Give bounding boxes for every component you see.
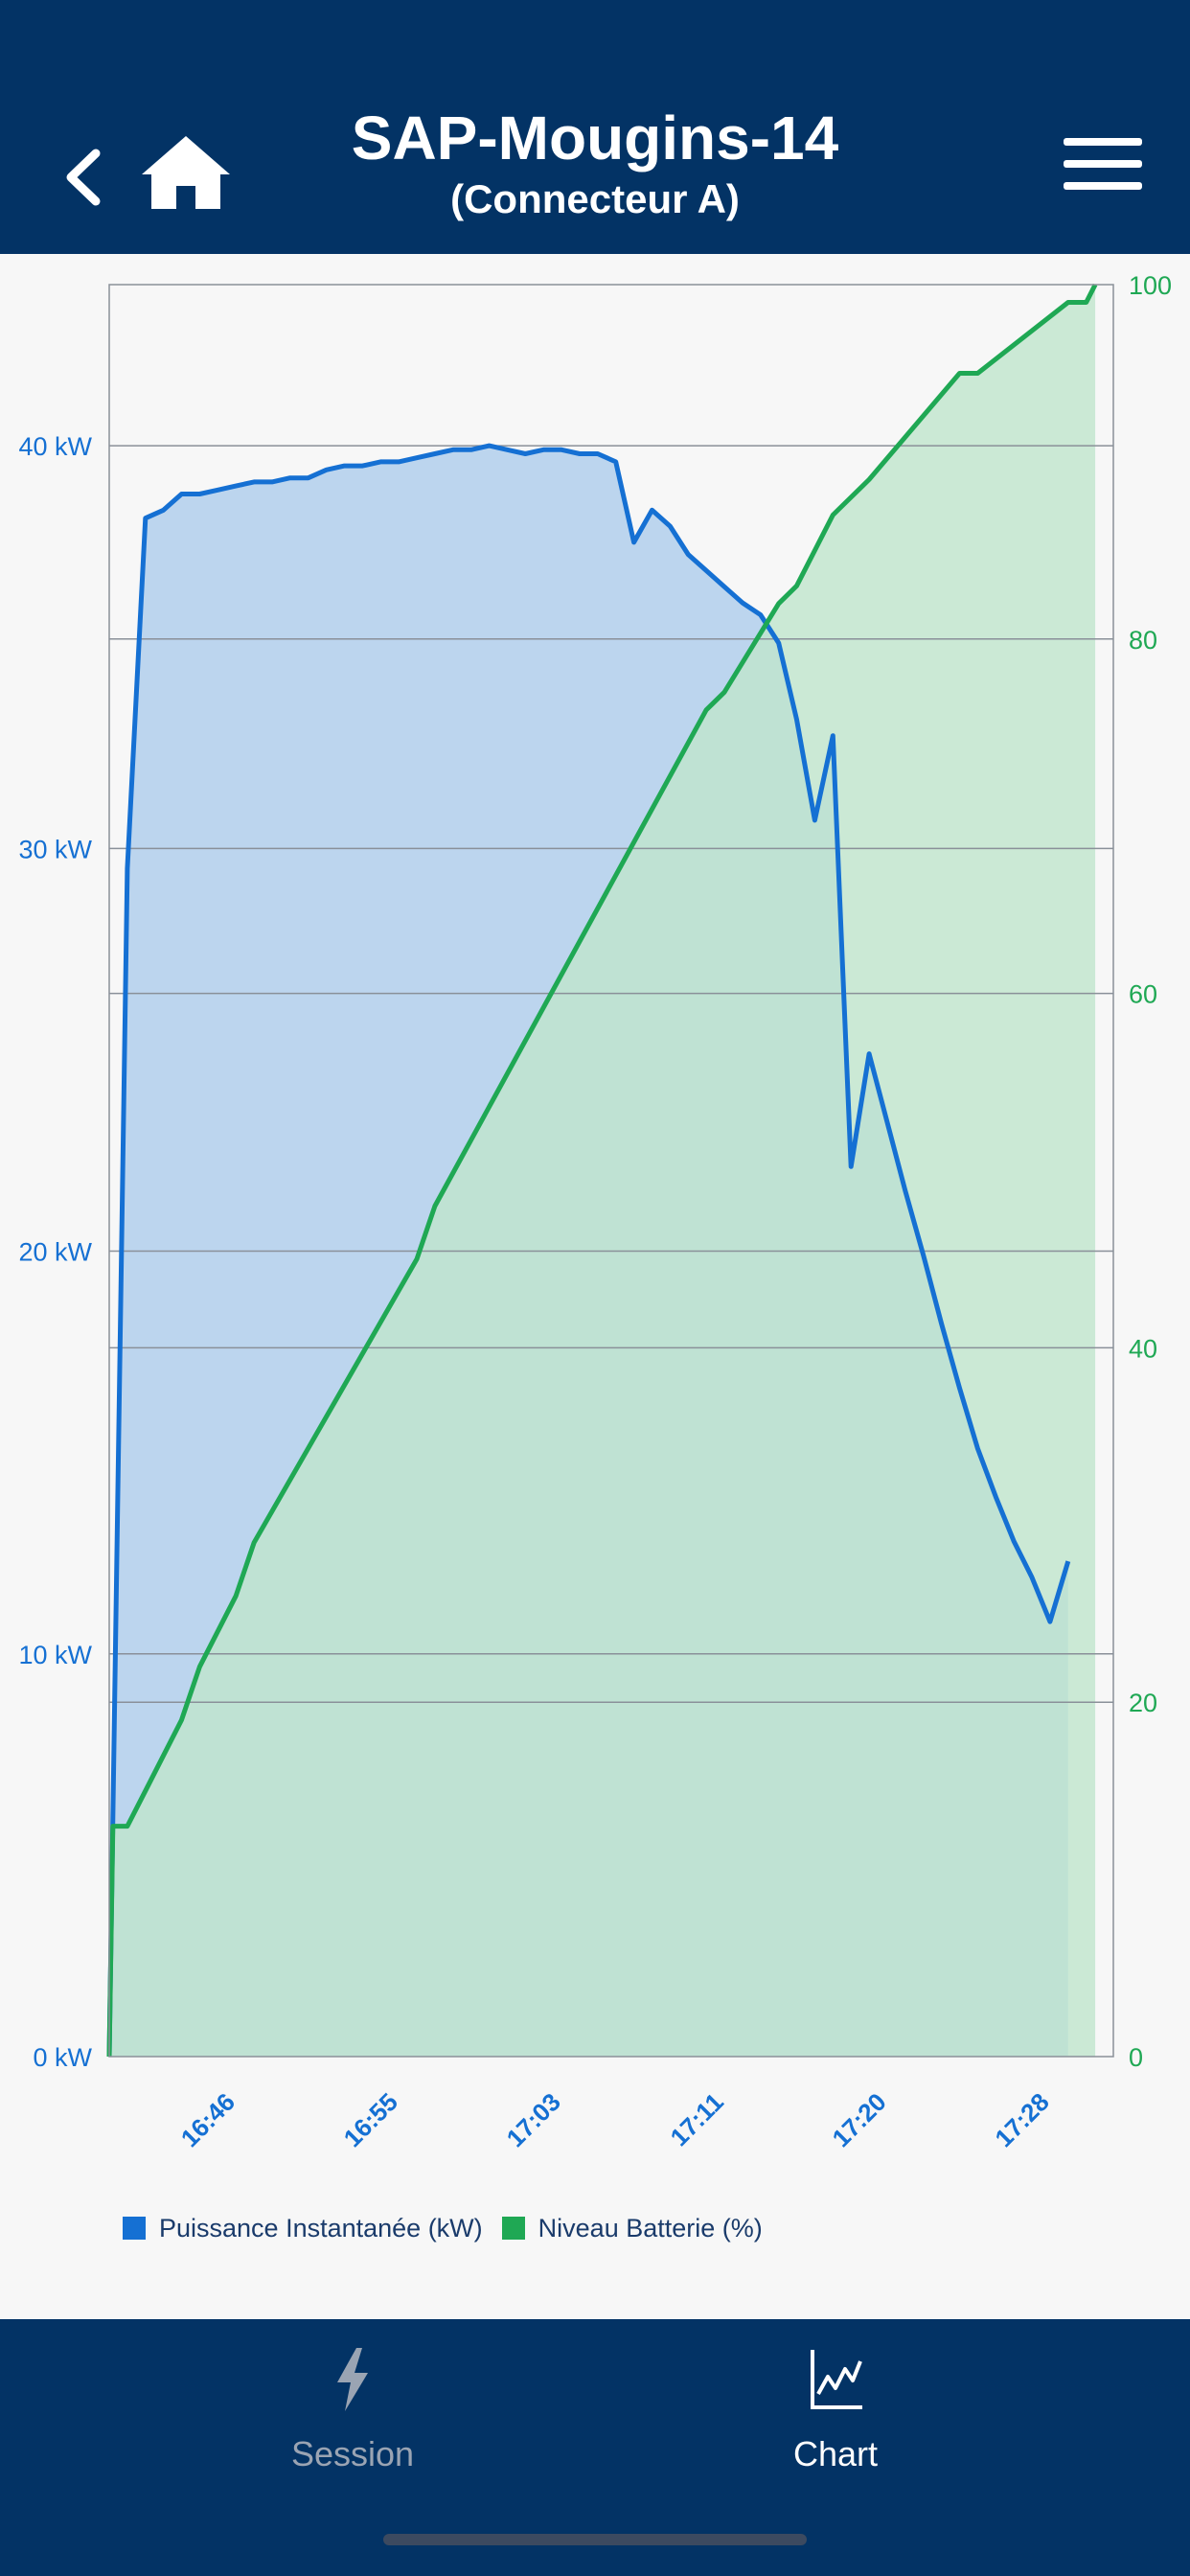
x-tick-label: 17:28	[989, 2087, 1054, 2152]
chart: 0 kW 10 kW 20 kW 30 kW 40 kW 0 20 40 60 80 100 16…	[18, 271, 1172, 2152]
tab-session[interactable]: Session	[228, 2346, 477, 2499]
home-icon[interactable]	[140, 132, 232, 211]
page-subtitle: (Connecteur A)	[450, 176, 740, 221]
right-tick-label: 40	[1129, 1334, 1157, 1363]
right-tick-label: 100	[1129, 271, 1172, 300]
left-tick-label: 20 kW	[18, 1238, 92, 1267]
x-tick-label: 17:11	[665, 2087, 729, 2151]
back-icon[interactable]	[56, 144, 113, 211]
legend-label-power: Puissance Instantanée (kW)	[159, 2213, 483, 2242]
series-line-0	[106, 443, 1071, 2058]
left-tick-label: 40 kW	[18, 432, 92, 461]
right-tick-label: 80	[1129, 626, 1157, 655]
left-tick-label: 30 kW	[18, 835, 92, 863]
page-title: SAP-Mougins-14	[351, 104, 839, 172]
tab-bar: Session Chart	[0, 2319, 1190, 2576]
legend-label-battery: Niveau Batterie (%)	[538, 2213, 763, 2242]
legend-swatch-power	[123, 2217, 146, 2240]
right-tick-label: 20	[1129, 1689, 1157, 1717]
x-tick-label: 16:55	[338, 2087, 403, 2152]
x-tick-label: 17:20	[827, 2087, 892, 2152]
legend-item-power: Puissance Instantanée (kW)	[123, 2214, 483, 2243]
x-tick-label: 17:03	[501, 2087, 566, 2152]
lightning-icon	[337, 2348, 368, 2411]
legend-item-battery: Niveau Batterie (%)	[501, 2213, 763, 2243]
chart-legend: Puissance Instantanée (kW) Niveau Batter…	[123, 2209, 782, 2247]
tab-session-label: Session	[290, 2434, 415, 2473]
left-tick-label: 10 kW	[18, 1641, 92, 1669]
right-tick-label: 0	[1129, 2043, 1143, 2072]
x-tick-label: 16:46	[175, 2087, 240, 2152]
right-tick-label: 60	[1129, 980, 1157, 1009]
series-area-1	[109, 285, 1096, 2057]
chart-panel: 0 kW 10 kW 20 kW 30 kW 40 kW 0 20 40 60 80 100 16…	[0, 254, 1190, 2319]
legend-swatch-battery	[501, 2217, 525, 2240]
menu-icon[interactable]	[1062, 132, 1144, 196]
left-tick-label: 0 kW	[33, 2043, 92, 2072]
plot-frame	[108, 284, 1114, 2058]
series-line-1	[106, 283, 1098, 2058]
tab-chart-label: Chart	[792, 2434, 879, 2473]
header-bar: SAP-Mougins-14 (Connecteur A)	[0, 0, 1190, 254]
home-indicator	[383, 2534, 807, 2545]
tab-chart[interactable]: Chart	[711, 2346, 960, 2499]
chart-icon	[811, 2350, 862, 2409]
